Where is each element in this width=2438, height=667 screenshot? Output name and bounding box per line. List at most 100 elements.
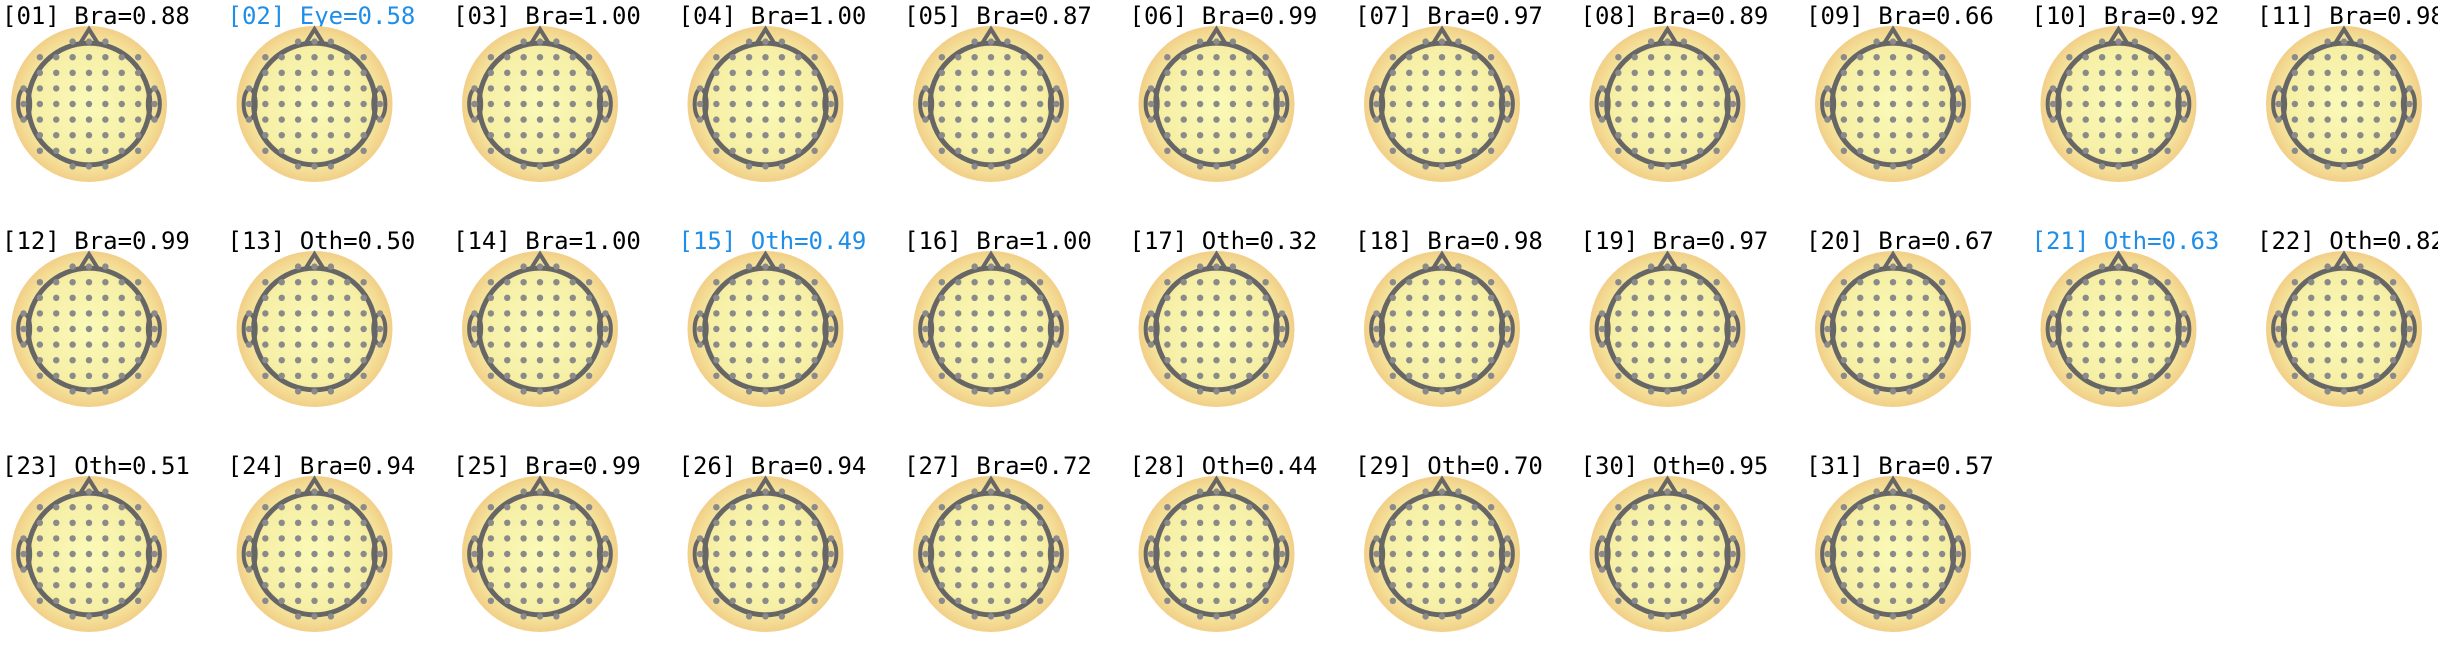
electrode [2373, 310, 2380, 317]
electrode [376, 535, 384, 542]
electrode [520, 132, 527, 139]
electrode [1422, 341, 1429, 348]
electrode [1196, 325, 1204, 333]
electrode [1278, 550, 1286, 558]
electrode [1036, 310, 1044, 317]
electrode [553, 294, 560, 301]
electrode [1873, 504, 1880, 511]
electrode [1487, 357, 1495, 364]
electrode [36, 597, 44, 604]
nose [1430, 25, 1454, 47]
electrode [85, 325, 93, 333]
electrode [569, 357, 576, 364]
electrode [2308, 116, 2315, 123]
electrode [1164, 116, 1171, 123]
electrode [1389, 566, 1397, 573]
electrode [134, 147, 142, 154]
electrode [1455, 519, 1462, 526]
electrode [1487, 116, 1495, 123]
electrode [360, 504, 367, 511]
electrode [536, 519, 544, 526]
electrode [85, 488, 93, 495]
electrode [1471, 372, 1478, 379]
electrode [1873, 519, 1880, 526]
electrode [922, 535, 929, 542]
electrode [327, 613, 335, 620]
electrode [294, 357, 302, 364]
electrode [1147, 85, 1155, 92]
electrode [1647, 163, 1655, 170]
electrode [971, 38, 978, 45]
nose [302, 25, 327, 47]
electrode [1438, 132, 1446, 139]
electrode [1840, 85, 1848, 92]
electrode [971, 69, 978, 77]
electrode [2308, 294, 2315, 301]
electrode [1938, 325, 1946, 333]
electrode [1147, 325, 1155, 333]
electrode [2373, 325, 2380, 333]
electrode [1664, 294, 1671, 301]
electrode [1278, 341, 1286, 348]
electrode [1922, 85, 1929, 92]
electrode [938, 597, 946, 604]
electrode [553, 519, 560, 526]
electrode [520, 535, 527, 542]
electrode [1729, 116, 1737, 123]
electrode [745, 147, 753, 154]
electrode [1906, 341, 1913, 348]
electrode [762, 566, 769, 573]
electrode [1229, 582, 1237, 589]
electrode [102, 147, 109, 154]
electrode [1471, 582, 1478, 589]
electrode [36, 550, 44, 558]
electrode [118, 325, 125, 333]
electrode [69, 357, 76, 364]
electrode [536, 613, 544, 620]
electrode [1873, 535, 1880, 542]
electrode [1697, 582, 1704, 589]
electrode [311, 535, 318, 542]
electrode [795, 357, 802, 364]
electrode [1180, 535, 1187, 542]
electrode [1889, 566, 1897, 573]
electrode [2098, 116, 2106, 123]
electrode [1504, 550, 1511, 558]
electrode [2180, 341, 2188, 348]
electrode [85, 69, 93, 77]
electrode [1906, 357, 1913, 364]
electrode [1922, 566, 1929, 573]
electrode [955, 357, 962, 364]
electrode [327, 357, 335, 364]
component: [28] Oth=0.44 [1130, 452, 1317, 632]
electrode [713, 132, 720, 139]
electrode [1873, 372, 1880, 379]
electrode [1196, 85, 1204, 92]
nose [2332, 25, 2356, 47]
electrode [1697, 519, 1704, 526]
electrode [745, 69, 753, 77]
electrode [938, 372, 946, 379]
electrode [1180, 341, 1187, 348]
electrode [118, 100, 125, 108]
electrode [151, 85, 158, 92]
electrode [504, 341, 511, 348]
electrode [729, 341, 736, 348]
electrode [1664, 504, 1671, 511]
electrode [1053, 566, 1060, 573]
electrode [294, 566, 302, 573]
electrode [487, 357, 495, 364]
electrode [2148, 294, 2155, 301]
electrode [1406, 116, 1413, 123]
electrode [1262, 357, 1269, 364]
electrode [2291, 341, 2299, 348]
electrode [713, 597, 720, 604]
electrode [938, 566, 946, 573]
electrode [1906, 147, 1913, 154]
electrode [938, 54, 946, 61]
electrode [262, 294, 269, 301]
electrode [2164, 325, 2171, 333]
electrode [1647, 504, 1655, 511]
electrode [1373, 325, 1380, 333]
electrode [2115, 263, 2122, 270]
